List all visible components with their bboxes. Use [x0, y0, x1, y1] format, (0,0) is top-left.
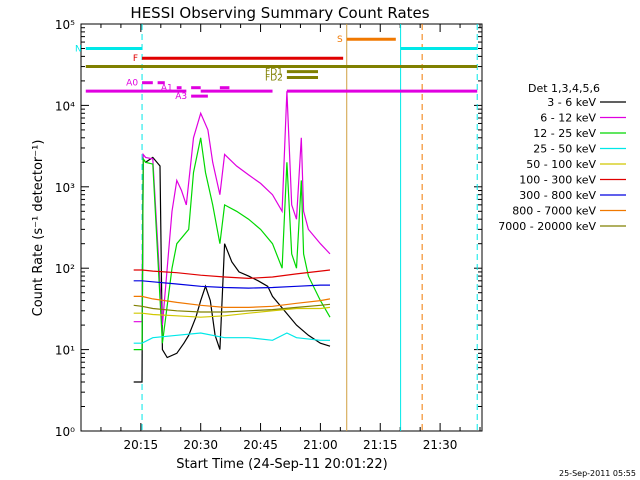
y-tick-label: 10² — [55, 262, 75, 276]
legend-label: 3 - 6 keV — [547, 96, 596, 109]
series-line — [133, 306, 331, 318]
x-axis-label: Start Time (24-Sep-11 20:01:22) — [176, 457, 387, 472]
x-tick-label: 21:00 — [303, 438, 338, 452]
series-line — [133, 280, 330, 289]
timestamp: 25-Sep-2011 05:55 — [559, 469, 636, 478]
x-tick-label: 20:15 — [124, 438, 159, 452]
y-tick-label: 10⁴ — [55, 99, 75, 113]
legend-label: 25 - 50 keV — [533, 143, 596, 156]
x-tick-label: 21:30 — [423, 438, 458, 452]
y-tick-label: 10⁵ — [55, 18, 75, 32]
legend-title: Det 1,3,4,5,6 — [528, 82, 600, 95]
x-tick-label: 20:45 — [243, 438, 278, 452]
legend-label: 7000 - 20000 keV — [498, 220, 596, 233]
y-tick-labels: 10⁰ 10¹ 10² 10³ 10⁴ 10⁵ — [55, 18, 75, 439]
flag-label: A0 — [126, 79, 138, 89]
legend-label: 50 - 100 keV — [526, 158, 596, 171]
plot-frame — [80, 23, 483, 432]
series-line — [133, 91, 331, 326]
chart-title: HESSI Observing Summary Count Rates — [130, 4, 429, 22]
axis-ticks — [80, 23, 482, 432]
legend-label: 800 - 7000 keV — [512, 205, 596, 218]
flag-label: A3 — [175, 92, 187, 102]
vertical-markers — [141, 24, 478, 431]
series-line — [133, 156, 331, 383]
series-line — [133, 137, 331, 351]
flag-label: N — [75, 45, 82, 55]
x-tick-label: 21:15 — [363, 438, 398, 452]
y-tick-label: 10¹ — [55, 344, 75, 358]
x-tick-labels: 20:15 20:30 20:45 21:00 21:15 21:30 — [124, 438, 458, 452]
flag-label: A1 — [161, 84, 173, 94]
flag-label: S — [337, 35, 343, 45]
y-tick-label: 10⁰ — [55, 425, 75, 439]
series-line — [133, 295, 331, 308]
legend: Det 1,3,4,5,63 - 6 keV 6 - 12 keV 12 - 25 … — [498, 82, 626, 233]
legend-label: 6 - 12 keV — [540, 112, 596, 125]
y-tick-label: 10³ — [55, 181, 75, 195]
legend-label: 100 - 300 keV — [519, 174, 596, 187]
flag-label: F — [133, 54, 138, 64]
flag-label: FD2 — [265, 74, 283, 84]
series-line — [133, 269, 331, 280]
legend-label: 12 - 25 keV — [533, 127, 596, 140]
x-tick-label: 20:30 — [183, 438, 218, 452]
y-axis-label: Count Rate (s⁻¹ detector⁻¹) — [31, 140, 46, 317]
series-group — [133, 91, 331, 383]
legend-label: 300 - 800 keV — [519, 189, 596, 202]
flag-label: FD1 — [265, 68, 283, 78]
series-line — [133, 303, 331, 313]
series-line — [133, 332, 330, 344]
